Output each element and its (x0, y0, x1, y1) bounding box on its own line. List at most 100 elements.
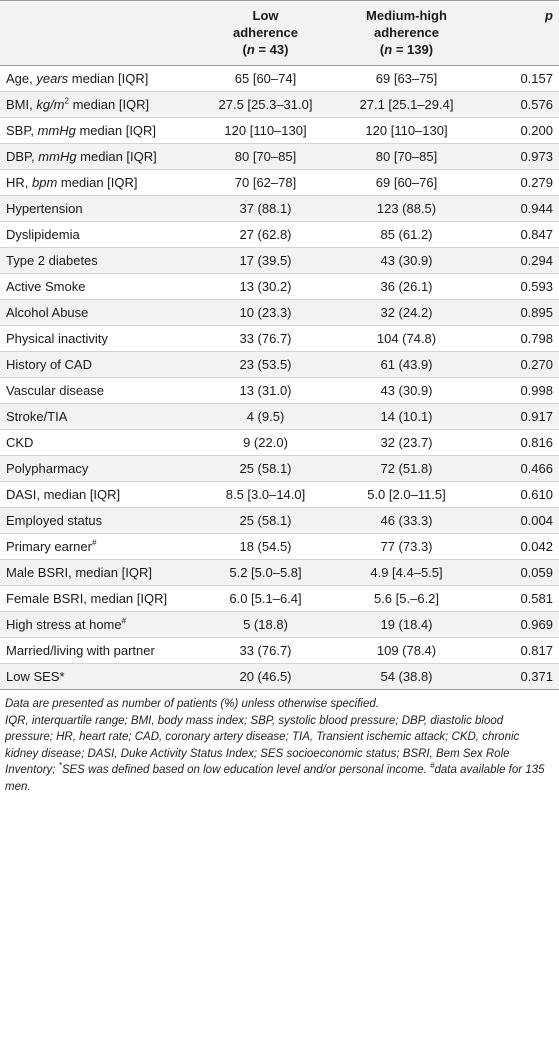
row-medium-high-value: 32 (24.2) (334, 299, 479, 326)
table-row: Married/living with partner 33 (76.7) 109 … (0, 637, 559, 664)
row-p-value: 0.816 (479, 429, 559, 456)
row-p-value: 0.371 (479, 663, 559, 690)
row-medium-high-value: 46 (33.3) (334, 507, 479, 534)
row-medium-high-value: 43 (30.9) (334, 247, 479, 274)
row-low-adherence-value: 25 (58.1) (197, 455, 334, 482)
table-row: SBP, mmHg median [IQR] 120 [110–130] 120 [… (0, 117, 559, 144)
header-p-value: p (479, 0, 559, 66)
table-row: Alcohol Abuse 10 (23.3) 32 (24.2) 0.895 (0, 299, 559, 326)
table-row: Female BSRI, median [IQR] 6.0 [5.1–6.4] 5.… (0, 585, 559, 612)
row-p-value: 0.847 (479, 221, 559, 248)
row-medium-high-value: 85 (61.2) (334, 221, 479, 248)
table-row: Employed status 25 (58.1) 46 (33.3) 0.004 (0, 507, 559, 534)
table-row: Male BSRI, median [IQR] 5.2 [5.0–5.8] 4.9 … (0, 559, 559, 586)
row-label: Age, years median [IQR] (0, 65, 197, 92)
header-low-adherence: Low adherence (n = 43) (197, 0, 334, 66)
row-low-adherence-value: 23 (53.5) (197, 351, 334, 378)
row-medium-high-value: 19 (18.4) (334, 611, 479, 638)
row-label: BMI, kg/m2 median [IQR] (0, 91, 197, 118)
row-label: Married/living with partner (0, 637, 197, 664)
table-row: Primary earner# 18 (54.5) 77 (73.3) 0.042 (0, 533, 559, 560)
row-medium-high-value: 43 (30.9) (334, 377, 479, 404)
header-row: Low adherence (n = 43) Medium-high adher… (0, 0, 559, 66)
table-row: CKD 9 (22.0) 32 (23.7) 0.816 (0, 429, 559, 456)
row-low-adherence-value: 27.5 [25.3–31.0] (197, 91, 334, 118)
row-low-adherence-value: 70 [62–78] (197, 169, 334, 196)
row-medium-high-value: 120 [110–130] (334, 117, 479, 144)
row-p-value: 0.895 (479, 299, 559, 326)
row-p-value: 0.200 (479, 117, 559, 144)
header-label-cell (0, 0, 197, 66)
row-label: HR, bpm median [IQR] (0, 169, 197, 196)
header-low-line1: Low (252, 8, 279, 23)
row-label: Alcohol Abuse (0, 299, 197, 326)
row-low-adherence-value: 5.2 [5.0–5.8] (197, 559, 334, 586)
row-p-value: 0.798 (479, 325, 559, 352)
row-medium-high-value: 36 (26.1) (334, 273, 479, 300)
row-label: Type 2 diabetes (0, 247, 197, 274)
header-medium-high-adherence: Medium-high adherence (n = 139) (334, 0, 479, 66)
row-low-adherence-value: 37 (88.1) (197, 195, 334, 222)
table-row: Polypharmacy 25 (58.1) 72 (51.8) 0.466 (0, 455, 559, 482)
row-low-adherence-value: 120 [110–130] (197, 117, 334, 144)
row-medium-high-value: 5.0 [2.0–11.5] (334, 481, 479, 508)
row-medium-high-value: 69 [63–75] (334, 65, 479, 92)
row-label: Primary earner# (0, 533, 197, 560)
table-row: Type 2 diabetes 17 (39.5) 43 (30.9) 0.294 (0, 247, 559, 274)
table-row: High stress at home# 5 (18.8) 19 (18.4) 0.9… (0, 611, 559, 638)
row-low-adherence-value: 17 (39.5) (197, 247, 334, 274)
row-label: DBP, mmHg median [IQR] (0, 143, 197, 170)
row-low-adherence-value: 25 (58.1) (197, 507, 334, 534)
row-p-value: 0.944 (479, 195, 559, 222)
row-medium-high-value: 80 [70–85] (334, 143, 479, 170)
header-med-n: (n = 139) (379, 42, 434, 57)
table-row: BMI, kg/m2 median [IQR] 27.5 [25.3–31.0] 2… (0, 91, 559, 118)
row-low-adherence-value: 5 (18.8) (197, 611, 334, 638)
row-p-value: 0.969 (479, 611, 559, 638)
row-low-adherence-value: 10 (23.3) (197, 299, 334, 326)
row-p-value: 0.917 (479, 403, 559, 430)
row-low-adherence-value: 20 (46.5) (197, 663, 334, 690)
row-medium-high-value: 61 (43.9) (334, 351, 479, 378)
row-low-adherence-value: 9 (22.0) (197, 429, 334, 456)
table-row: Active Smoke 13 (30.2) 36 (26.1) 0.593 (0, 273, 559, 300)
baseline-characteristics-table: Low adherence (n = 43) Medium-high adher… (0, 0, 559, 690)
table-row: DBP, mmHg median [IQR] 80 [70–85] 80 [70–8… (0, 143, 559, 170)
header-low-line2: adherence (232, 25, 299, 40)
header-med-line2: adherence (373, 25, 440, 40)
row-p-value: 0.581 (479, 585, 559, 612)
row-medium-high-value: 27.1 [25.1–29.4] (334, 91, 479, 118)
footnote-line2: IQR, interquartile range; BMI, body mass… (5, 714, 545, 793)
row-label: Dyslipidemia (0, 221, 197, 248)
table-row: History of CAD 23 (53.5) 61 (43.9) 0.270 (0, 351, 559, 378)
row-p-value: 0.610 (479, 481, 559, 508)
table-row: Hypertension 37 (88.1) 123 (88.5) 0.944 (0, 195, 559, 222)
row-low-adherence-value: 80 [70–85] (197, 143, 334, 170)
row-low-adherence-value: 18 (54.5) (197, 533, 334, 560)
row-low-adherence-value: 6.0 [5.1–6.4] (197, 585, 334, 612)
table-body: Age, years median [IQR] 65 [60–74] 69 [63–… (0, 65, 559, 690)
row-p-value: 0.998 (479, 377, 559, 404)
row-low-adherence-value: 33 (76.7) (197, 325, 334, 352)
row-medium-high-value: 104 (74.8) (334, 325, 479, 352)
row-p-value: 0.593 (479, 273, 559, 300)
row-medium-high-value: 123 (88.5) (334, 195, 479, 222)
row-low-adherence-value: 33 (76.7) (197, 637, 334, 664)
row-p-value: 0.294 (479, 247, 559, 274)
table-row: Dyslipidemia 27 (62.8) 85 (61.2) 0.847 (0, 221, 559, 248)
row-p-value: 0.157 (479, 65, 559, 92)
row-label: Vascular disease (0, 377, 197, 404)
row-label: Female BSRI, median [IQR] (0, 585, 197, 612)
row-medium-high-value: 109 (78.4) (334, 637, 479, 664)
row-label: SBP, mmHg median [IQR] (0, 117, 197, 144)
row-medium-high-value: 54 (38.8) (334, 663, 479, 690)
row-p-value: 0.817 (479, 637, 559, 664)
row-p-value: 0.973 (479, 143, 559, 170)
row-medium-high-value: 14 (10.1) (334, 403, 479, 430)
row-label: Hypertension (0, 195, 197, 222)
row-label: CKD (0, 429, 197, 456)
row-medium-high-value: 4.9 [4.4–5.5] (334, 559, 479, 586)
row-label: Stroke/TIA (0, 403, 197, 430)
row-p-value: 0.279 (479, 169, 559, 196)
